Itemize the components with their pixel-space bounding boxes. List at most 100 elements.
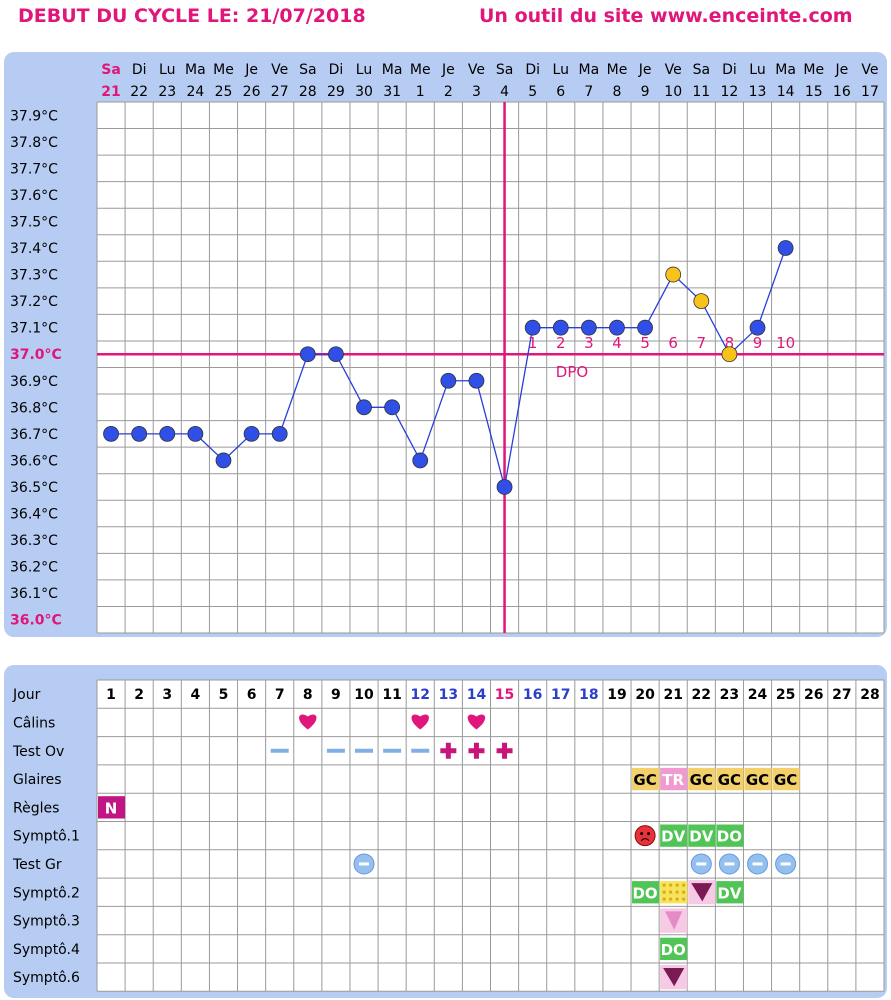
dpo-number: 5 — [640, 334, 650, 352]
angry-face-eye — [647, 832, 651, 836]
cycle-day-number: 10 — [354, 687, 374, 703]
minus-icon — [326, 748, 345, 753]
y-tick-label: 37.2°C — [10, 294, 58, 310]
cycle-day-number: 6 — [247, 687, 257, 703]
weekday-label: Je — [244, 62, 258, 78]
temperature-point — [328, 346, 344, 363]
dpo-number: 10 — [776, 334, 795, 352]
dpo-number: 8 — [725, 334, 735, 352]
symptom-tag — [660, 937, 688, 960]
temperature-point — [637, 319, 653, 336]
row-label: Test Gr — [12, 857, 62, 873]
date-label: 14 — [777, 84, 795, 100]
angry-face-eye — [640, 832, 644, 836]
weekday-label: Je — [441, 62, 455, 78]
date-label: 7 — [584, 84, 593, 100]
y-tick-label: 37.0°C — [10, 347, 62, 363]
dotted-square-dot — [669, 883, 673, 887]
glaire-tag — [660, 767, 688, 791]
minus-icon — [270, 748, 289, 753]
date-label: 1 — [416, 84, 425, 100]
cycle-day-number: 1 — [106, 687, 116, 703]
symptom-tag-text: DO — [632, 884, 657, 902]
dotted-square-dot — [662, 883, 666, 887]
dpo-number: 3 — [584, 334, 594, 352]
date-label: 4 — [500, 84, 509, 100]
y-tick-label: 36.3°C — [10, 533, 58, 549]
weekday-label: Je — [638, 62, 652, 78]
weekday-label: Di — [132, 62, 147, 78]
temperature-point — [665, 266, 682, 283]
y-tick-label: 37.5°C — [10, 214, 58, 230]
row-label: Jour — [12, 687, 41, 703]
cycle-day-number: 24 — [748, 687, 768, 703]
date-label: 11 — [692, 84, 710, 100]
date-label: 9 — [641, 84, 650, 100]
row-label: Symptô.6 — [13, 970, 80, 986]
glaire-tag-text: TR — [662, 771, 684, 789]
dotted-square-dot — [682, 890, 686, 894]
glaire-tag-text: GC — [633, 771, 656, 789]
temperature-point — [215, 452, 232, 469]
symptom-tag — [688, 824, 716, 847]
dotted-square-dot — [662, 890, 666, 894]
date-label: 17 — [861, 84, 879, 100]
temperature-point — [103, 425, 119, 442]
weekday-label: Ve — [861, 62, 878, 78]
date-label: 25 — [215, 84, 233, 100]
weekday-label: Lu — [159, 62, 175, 78]
row-label: Symptô.1 — [13, 829, 80, 845]
glaire-tag-text: GC — [718, 771, 741, 789]
minus-icon — [383, 748, 402, 753]
temperature-point — [749, 319, 766, 336]
weekday-label: Di — [722, 62, 737, 78]
dotted-square-dot — [669, 897, 673, 901]
temperature-point — [384, 399, 401, 416]
cycle-day-number: 18 — [579, 687, 598, 703]
glaire-tag-text: GC — [774, 771, 797, 789]
weekday-label: Lu — [356, 62, 372, 78]
weekday-label: Sa — [693, 62, 710, 78]
y-tick-label: 37.7°C — [10, 161, 58, 177]
date-label: 13 — [749, 84, 767, 100]
temperature-point — [243, 425, 260, 442]
glaire-tag — [716, 767, 744, 791]
date-label: 21 — [101, 84, 120, 100]
date-label: 30 — [355, 84, 373, 100]
cycle-table: Jour Câlins Test Ov Glaires Règles Symptô.1 Te… — [12, 679, 885, 992]
dpo-label: DPO — [556, 363, 588, 381]
date-label: 23 — [158, 84, 176, 100]
weekday-label: Ma — [775, 62, 796, 78]
cycle-day-number: 28 — [860, 687, 879, 703]
regles-tag-text: N — [105, 799, 118, 817]
date-label: 24 — [186, 84, 204, 100]
temperature-point — [159, 425, 176, 442]
temperature-point — [524, 319, 541, 336]
date-label: 12 — [720, 84, 738, 100]
y-tick-label: 36.6°C — [10, 453, 58, 469]
row-label: Câlins — [13, 715, 55, 731]
negative-test-mark — [752, 862, 763, 866]
y-tick-label: 37.1°C — [10, 321, 58, 337]
dpo-number: 1 — [528, 334, 538, 352]
cycle-day-number: 16 — [523, 687, 542, 703]
y-tick-label: 36.7°C — [10, 427, 58, 443]
cycle-day-number: 26 — [804, 687, 823, 703]
temperature-point — [609, 319, 625, 336]
triangle-icon — [663, 968, 685, 987]
cycle-day-number: 5 — [219, 687, 229, 703]
weekday-label: Me — [410, 62, 431, 78]
regles-tag — [98, 796, 126, 819]
weekday-label: Je — [834, 62, 848, 78]
symptom-tag — [716, 824, 744, 847]
glaire-tag — [632, 767, 660, 791]
negative-test-mark — [780, 862, 791, 866]
cycle-day-number: 15 — [495, 687, 514, 703]
y-tick-label: 36.2°C — [10, 560, 58, 576]
weekday-label: Me — [213, 62, 234, 78]
glaire-tag — [744, 767, 772, 791]
weekday-label: Di — [525, 62, 540, 78]
date-label: 27 — [271, 84, 289, 100]
cycle-day-number: 7 — [275, 687, 285, 703]
temperature-point — [721, 346, 738, 363]
